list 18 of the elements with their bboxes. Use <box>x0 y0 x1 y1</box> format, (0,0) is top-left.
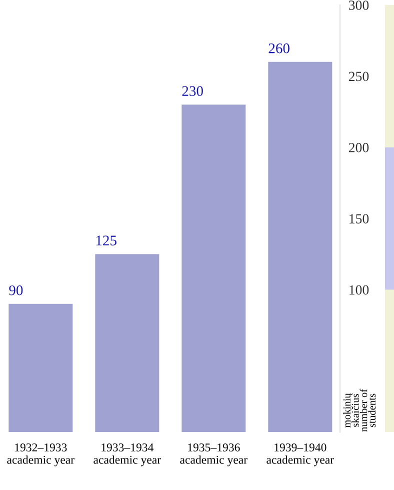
y-tick-label: 250 <box>348 72 369 82</box>
x-tick-label: 1935–1936 academic year <box>180 443 248 466</box>
bar <box>95 254 160 432</box>
y-tick-label: 100 <box>350 285 369 295</box>
x-tick-label: 1939–1940 academic year <box>266 443 334 466</box>
bar <box>182 104 246 432</box>
data-label: 125 <box>96 236 116 246</box>
bar <box>8 304 73 432</box>
y-tick-label: 300 <box>348 0 369 10</box>
data-label: 260 <box>268 43 290 54</box>
y-tick-label: 200 <box>348 142 369 152</box>
data-label: 230 <box>182 86 203 96</box>
y-tick-label: 150 <box>350 214 369 224</box>
bar <box>268 62 332 432</box>
data-label: 90 <box>9 285 23 296</box>
y-axis-title: mokinių skaičius number of students <box>343 388 376 432</box>
x-tick-label: 1933–1934 academic year <box>94 443 161 466</box>
x-tick-label: 1932–1933 academic year <box>7 443 74 466</box>
